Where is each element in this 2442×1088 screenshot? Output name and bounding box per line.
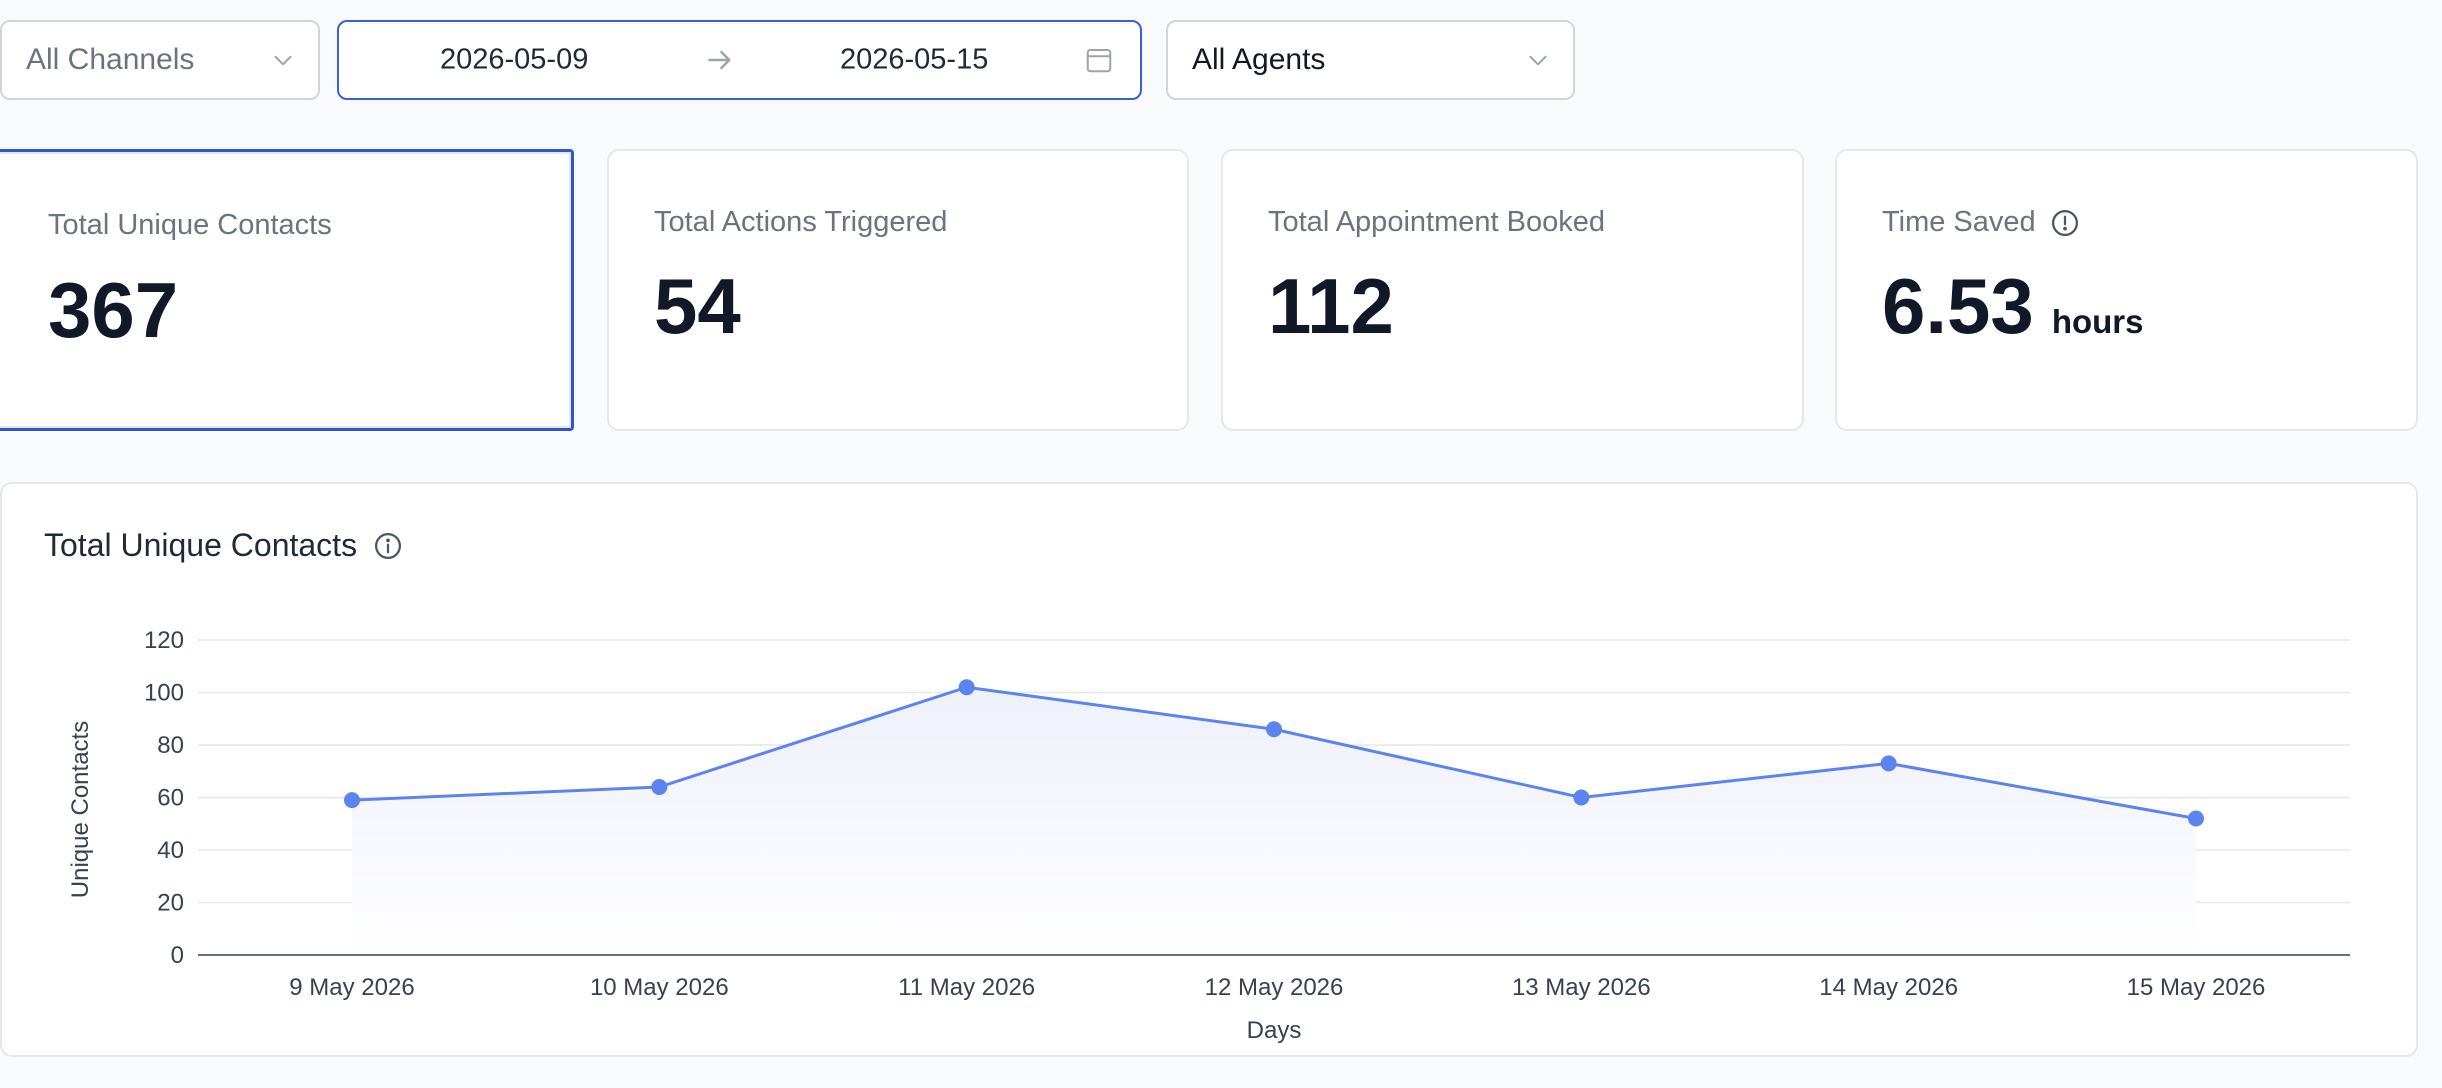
agent-filter-dropdown[interactable]: All Agents <box>1166 20 1575 100</box>
chart-panel-title: Total Unique Contacts <box>44 527 358 563</box>
stat-card-title: Total Unique Contacts <box>48 209 332 241</box>
stat-card-actions-triggered[interactable]: Total Actions Triggered 54 <box>607 149 1189 431</box>
x-tick-label: 15 May 2026 <box>2127 974 2266 1001</box>
date-range-start[interactable]: 2026-05-09 <box>440 43 589 76</box>
stat-card-title-row: Time Saved <box>1882 206 2080 239</box>
x-axis-title: Days <box>1247 1017 1302 1044</box>
chevron-down-icon <box>274 55 292 66</box>
stat-card-title: Time Saved <box>1882 206 2036 238</box>
stat-card-title: Total Appointment Booked <box>1268 206 1605 238</box>
y-tick-label: 120 <box>144 627 184 654</box>
y-tick-label: 40 <box>157 837 184 864</box>
line-chart: 0 20 40 60 80 100 120 9 May 2026 10 May 2026 11 M… <box>67 627 2350 1044</box>
data-point <box>1573 789 1590 806</box>
channel-filter-label: All Channels <box>26 43 195 76</box>
chart-panel-title-row: Total Unique Contacts <box>44 527 403 564</box>
calendar-icon <box>1086 49 1112 73</box>
series-area <box>352 687 2196 955</box>
x-tick-label: 12 May 2026 <box>1205 974 1344 1001</box>
stat-card-value: 112 <box>1268 262 1394 350</box>
data-point <box>344 792 360 809</box>
stat-card-value: 367 <box>48 266 179 354</box>
stat-card-unique-contacts[interactable]: Total Unique Contacts 367 <box>0 149 574 431</box>
unique-contacts-chart-panel: Total Unique Contacts 0 20 40 60 80 100 120 9 M… <box>0 482 2418 1057</box>
data-point <box>1266 721 1282 738</box>
y-tick-label: 0 <box>171 942 184 969</box>
alert-circle-icon[interactable] <box>2050 208 2080 238</box>
data-point <box>2188 810 2204 827</box>
stat-card-unit: hours <box>2051 303 2144 340</box>
chevron-down-icon <box>1529 55 1547 66</box>
y-tick-label: 20 <box>157 890 184 917</box>
y-axis-title: Unique Contacts <box>67 721 94 898</box>
stat-card-appointments-booked[interactable]: Total Appointment Booked 112 <box>1221 149 1804 431</box>
x-tick-label: 11 May 2026 <box>898 974 1035 1001</box>
x-tick-label: 10 May 2026 <box>590 974 729 1001</box>
data-point <box>958 679 975 696</box>
stat-card-time-saved[interactable]: Time Saved 6.53 hours <box>1835 149 2418 431</box>
stat-card-value-row: 6.53 hours <box>1882 261 2143 352</box>
stat-card-value: 54 <box>654 262 741 350</box>
x-tick-label: 13 May 2026 <box>1512 974 1651 1001</box>
agent-filter-label: All Agents <box>1192 43 1326 76</box>
y-tick-label: 100 <box>144 680 184 707</box>
stat-card-value: 6.53 <box>1882 262 2034 350</box>
date-range-end[interactable]: 2026-05-15 <box>840 43 989 76</box>
x-tick-label: 9 May 2026 <box>289 974 414 1001</box>
x-tick-label: 14 May 2026 <box>1819 974 1958 1001</box>
y-tick-label: 60 <box>157 785 184 812</box>
info-icon[interactable] <box>373 531 403 561</box>
arrow-right-icon <box>708 50 731 70</box>
date-range-picker[interactable]: 2026-05-09 2026-05-15 <box>337 20 1142 100</box>
stat-card-title: Total Actions Triggered <box>654 206 948 238</box>
y-tick-label: 80 <box>157 732 184 759</box>
data-point <box>651 779 668 795</box>
data-point <box>1880 755 1897 772</box>
channel-filter-dropdown[interactable]: All Channels <box>0 20 320 100</box>
